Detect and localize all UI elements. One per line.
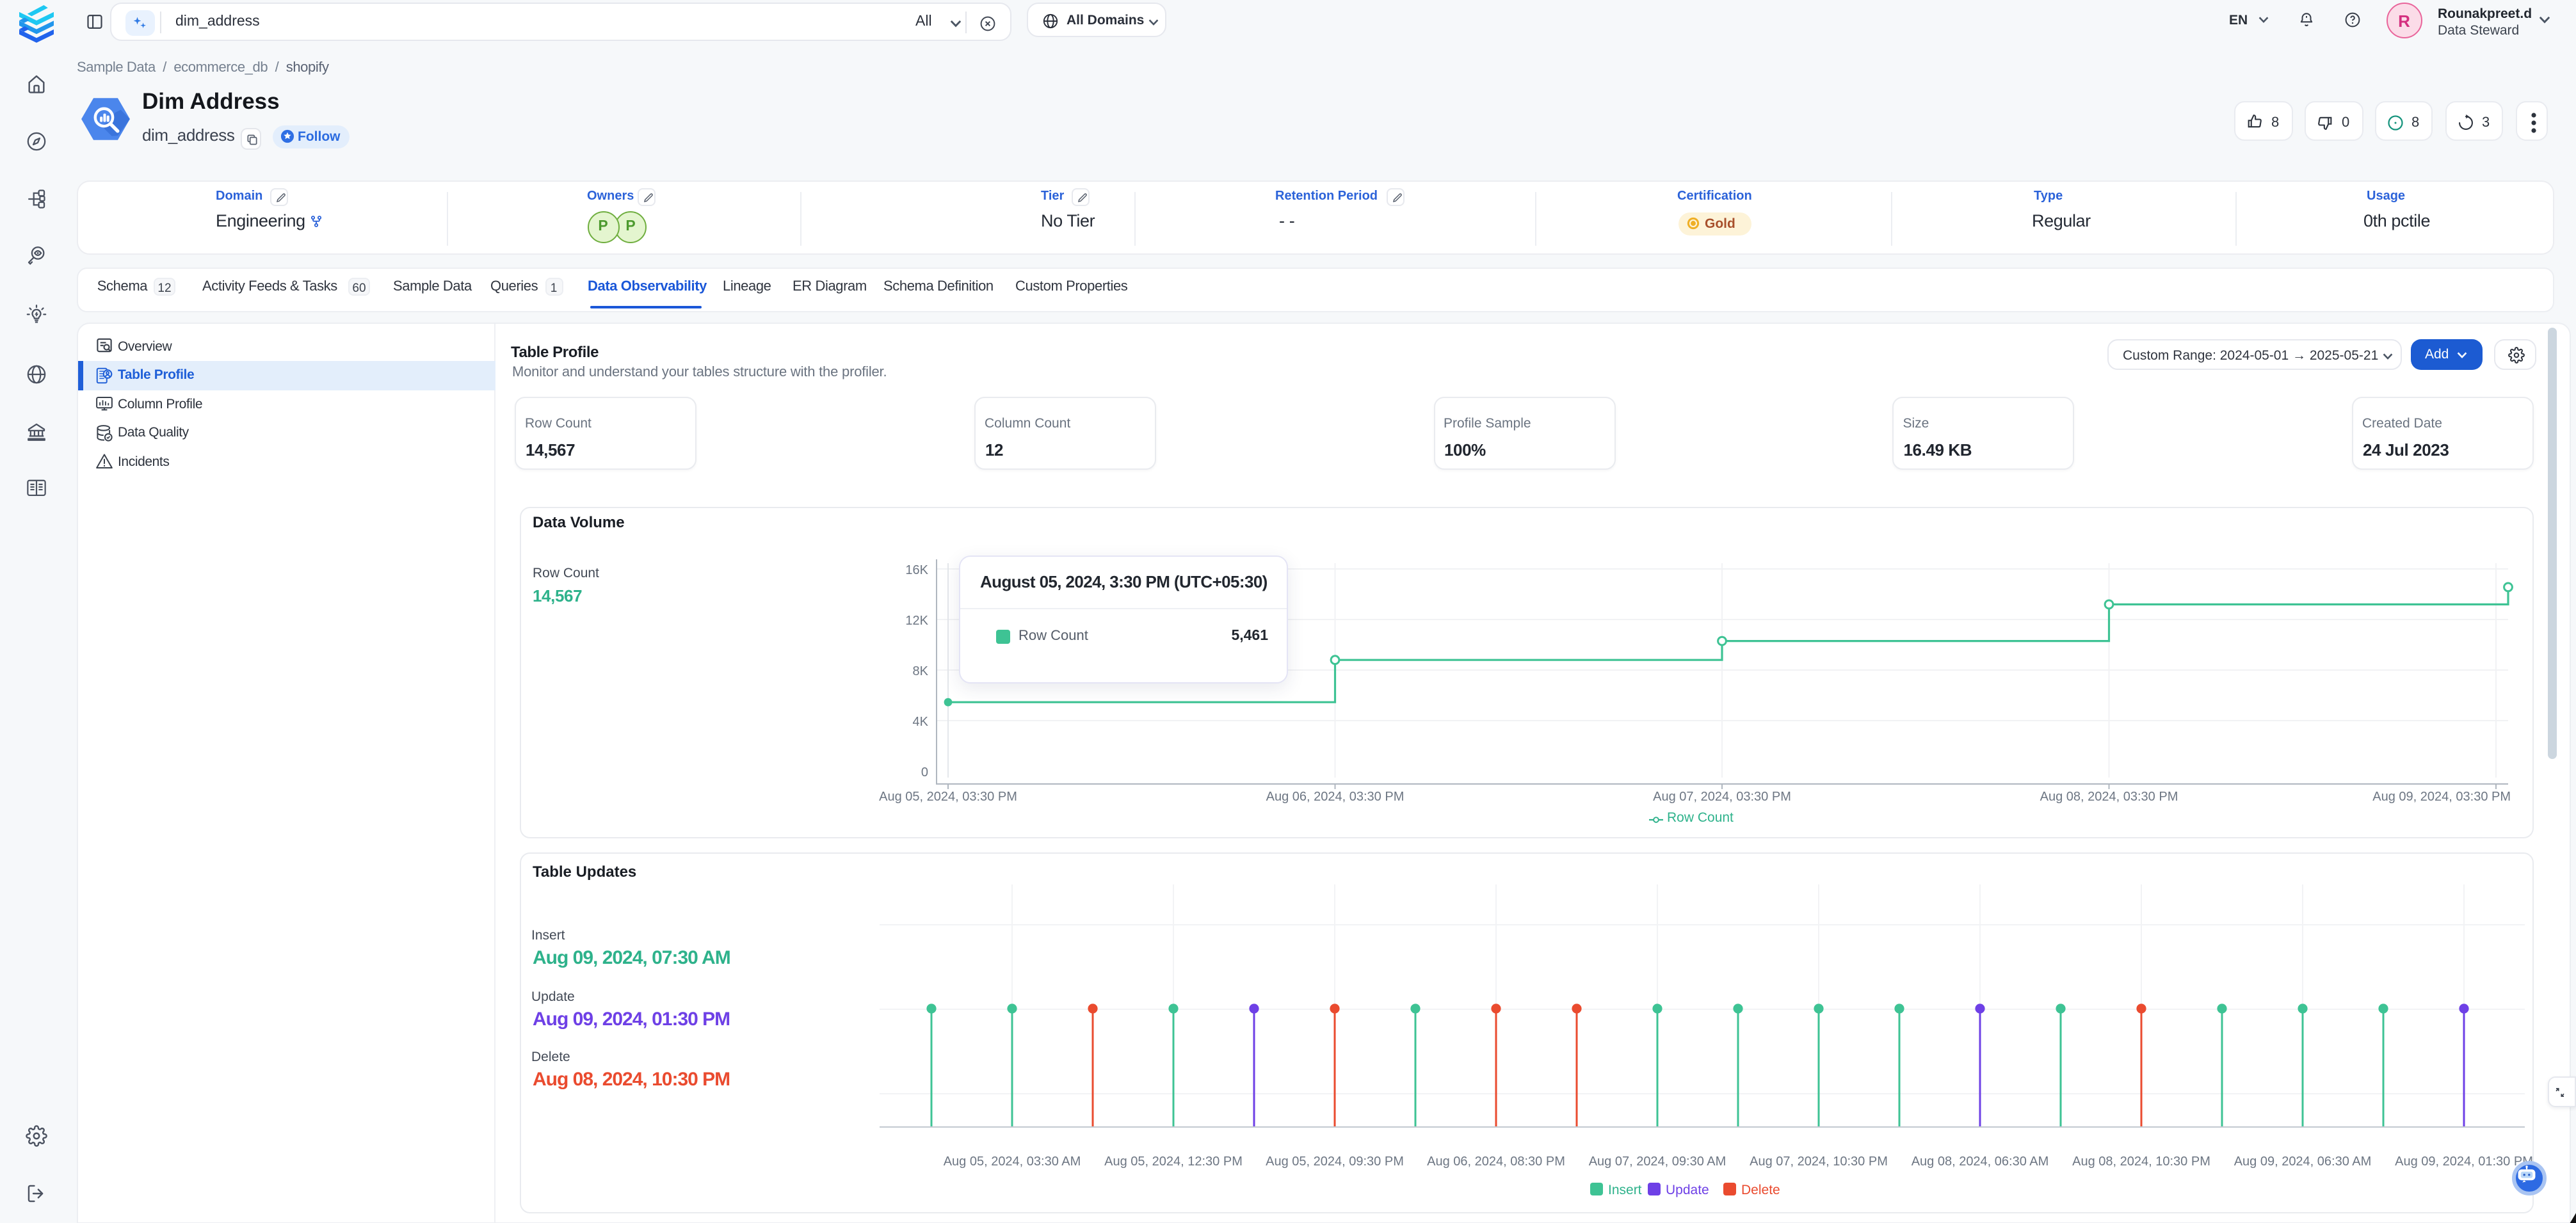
svg-text:Aug 07, 2024, 09:30 AM: Aug 07, 2024, 09:30 AM — [1589, 1155, 1727, 1169]
svg-text:Aug 06, 2024, 03:30 PM: Aug 06, 2024, 03:30 PM — [1266, 790, 1405, 804]
svg-text:4K: 4K — [913, 715, 929, 729]
svg-text:Aug 07, 2024, 03:30 PM: Aug 07, 2024, 03:30 PM — [1653, 790, 1791, 804]
svg-text:16K: 16K — [905, 563, 928, 577]
svg-text:Aug 06, 2024, 08:30 PM: Aug 06, 2024, 08:30 PM — [1427, 1155, 1565, 1169]
svg-text:Aug 09, 2024, 06:30 AM: Aug 09, 2024, 06:30 AM — [2234, 1155, 2372, 1169]
svg-text:0: 0 — [921, 765, 928, 779]
svg-text:Aug 05, 2024, 09:30 PM: Aug 05, 2024, 09:30 PM — [1266, 1155, 1404, 1169]
svg-text:Aug 05, 2024, 12:30 PM: Aug 05, 2024, 12:30 PM — [1104, 1155, 1243, 1169]
svg-text:Aug 08, 2024, 10:30 PM: Aug 08, 2024, 10:30 PM — [2072, 1155, 2210, 1169]
svg-text:12K: 12K — [905, 614, 928, 628]
svg-text:Aug 05, 2024, 03:30 AM: Aug 05, 2024, 03:30 AM — [944, 1155, 1081, 1169]
svg-text:Aug 09, 2024, 01:30 PM: Aug 09, 2024, 01:30 PM — [2395, 1155, 2533, 1169]
svg-text:Aug 08, 2024, 03:30 PM: Aug 08, 2024, 03:30 PM — [2040, 790, 2178, 804]
svg-text:Aug 08, 2024, 06:30 AM: Aug 08, 2024, 06:30 AM — [1912, 1155, 2049, 1169]
svg-text:Aug 09, 2024, 03:30 PM: Aug 09, 2024, 03:30 PM — [2372, 790, 2511, 804]
svg-text:Aug 05, 2024, 03:30 PM: Aug 05, 2024, 03:30 PM — [879, 790, 1017, 804]
svg-text:Aug 07, 2024, 10:30 PM: Aug 07, 2024, 10:30 PM — [1750, 1155, 1888, 1169]
svg-text:8K: 8K — [913, 664, 929, 678]
